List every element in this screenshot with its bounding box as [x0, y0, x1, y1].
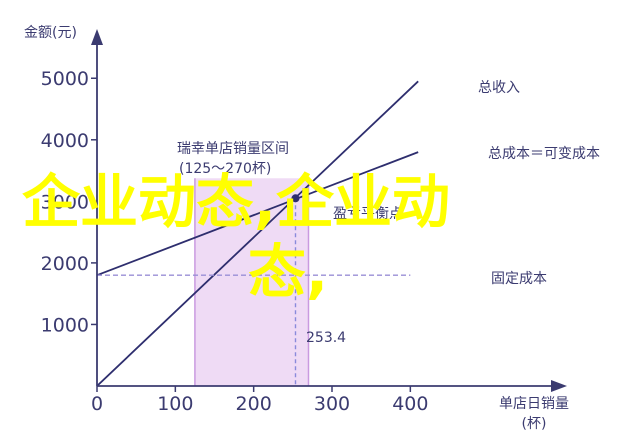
break-even-label: 盈亏平衡点 [333, 206, 403, 222]
y-axis-arrow [91, 29, 103, 45]
total-revenue-line [96, 80, 419, 387]
x-axis-arrow [551, 380, 567, 392]
y-tick-label-0: 1000 [41, 314, 89, 336]
sales-range-title: 瑞幸单店销量区间 [177, 141, 289, 157]
x-tick-label-3: 300 [314, 393, 350, 415]
x-tick-label-0: 0 [91, 393, 103, 415]
total-revenue-label: 总收入 [478, 80, 520, 96]
sales-range-region [194, 178, 309, 386]
x-tick-label-1: 100 [157, 393, 193, 415]
x-tick-labels: 0 100 200 300 400 [91, 386, 428, 415]
total-cost-line [96, 151, 419, 277]
y-tick-label-3: 4000 [41, 130, 89, 152]
y-tick-label-4: 5000 [41, 68, 89, 90]
total-cost-label: 总成本＝可变成本 [488, 146, 600, 162]
break-even-point [291, 194, 300, 203]
x-tick-label-4: 400 [392, 393, 428, 415]
watermark-line-2: 态, [248, 238, 328, 306]
watermark-line-1: 企业动态,企业动 [22, 168, 450, 236]
x-axis-title: 单店日销量 [499, 396, 569, 412]
sales-range-subtitle: (125～270杯) [179, 161, 271, 177]
x-tick-label-2: 200 [236, 393, 272, 415]
y-tick-labels: 1000 2000 3000 4000 5000 [41, 68, 97, 336]
break-even-value: 253.4 [306, 330, 346, 346]
y-axis-title: 金额(元) [24, 25, 77, 41]
x-axis-unit: (杯) [522, 416, 547, 432]
y-tick-label-1: 2000 [41, 253, 89, 275]
fixed-cost-label: 固定成本 [491, 271, 547, 287]
y-tick-label-2: 3000 [41, 191, 89, 213]
